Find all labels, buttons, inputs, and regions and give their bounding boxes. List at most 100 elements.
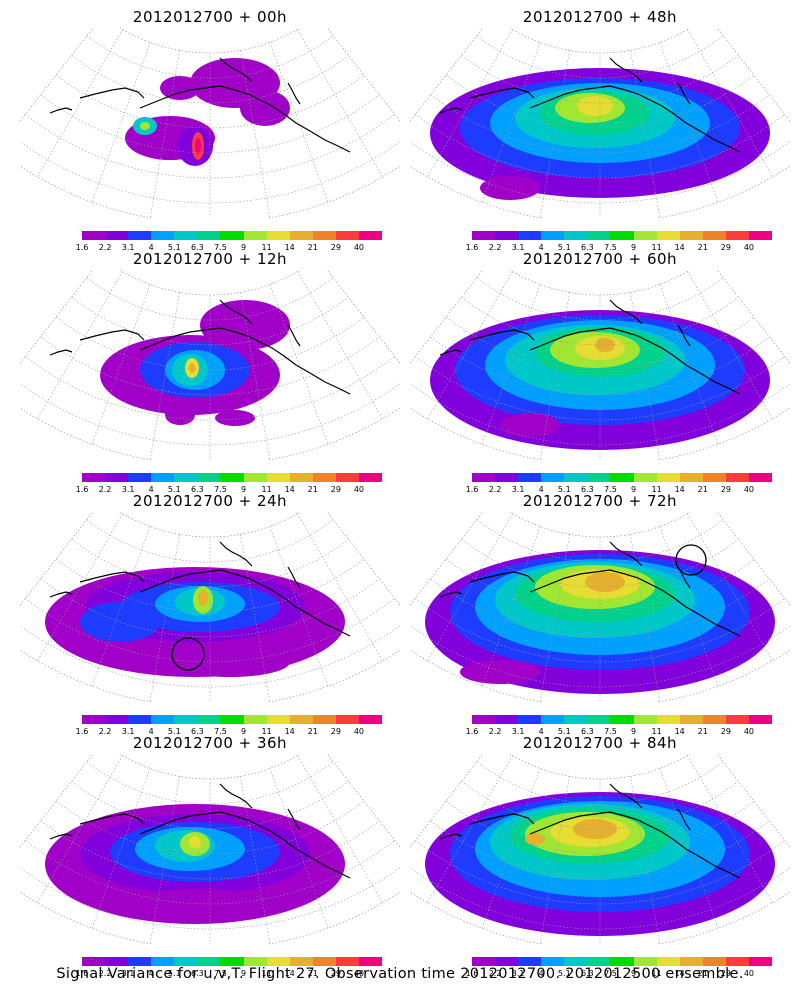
colorbar-label: 14 xyxy=(674,243,685,252)
longitude-line xyxy=(630,292,661,460)
colorbar-swatch xyxy=(289,715,313,724)
colorbar-label: 11 xyxy=(651,485,662,494)
variance-contour xyxy=(585,572,625,592)
colorbar-swatch xyxy=(82,231,106,240)
colorbar-label: 29 xyxy=(720,485,731,494)
colorbar-swatch xyxy=(472,957,496,966)
longitude-line xyxy=(539,50,570,218)
colorbar-label: 3.1 xyxy=(121,727,135,736)
colorbar-label: 4 xyxy=(148,243,154,252)
coastline xyxy=(287,566,301,589)
coastline xyxy=(219,541,253,567)
colorbar-label: 29 xyxy=(330,727,341,736)
longitude-line xyxy=(240,292,271,460)
colorbar-label: 40 xyxy=(353,485,365,494)
colorbar-swatch xyxy=(541,715,565,724)
latitude-line xyxy=(410,867,790,930)
latitude-line xyxy=(415,840,785,905)
colorbar xyxy=(472,715,773,724)
coastline xyxy=(49,349,73,356)
longitude-line xyxy=(427,755,513,903)
colorbar-swatch xyxy=(128,473,152,482)
longitude-line xyxy=(481,284,541,445)
longitude-line xyxy=(91,526,151,687)
longitude-line xyxy=(149,776,180,944)
colorbar-label: 6.3 xyxy=(581,243,594,252)
latitude-line xyxy=(40,336,380,396)
longitude-line xyxy=(91,42,151,203)
colorbar-label: 2.2 xyxy=(488,485,502,494)
panel-title: 2012012700 + 48h xyxy=(522,8,678,26)
colorbar-label: 14 xyxy=(674,727,685,736)
longitude-line xyxy=(37,271,123,419)
coastline xyxy=(49,833,73,840)
colorbar-label: 2.2 xyxy=(488,243,502,252)
colorbar-label: 3.1 xyxy=(121,485,135,494)
colorbar-swatch xyxy=(266,715,290,724)
colorbar-swatch xyxy=(128,231,152,240)
colorbar-swatch xyxy=(151,715,175,724)
longitude-line xyxy=(240,534,271,702)
colorbar-swatch xyxy=(564,231,588,240)
map-panel-00h: 2012012700 + 00h 1.6 2.2 3.1 4 5.1 6.3 7.5 9 11 1… xyxy=(20,8,400,252)
variance-contour xyxy=(189,363,195,373)
signal-variance-map xyxy=(20,270,400,460)
longitude-line xyxy=(539,292,570,460)
colorbar-label: 14 xyxy=(674,969,685,978)
colorbar-label: 40 xyxy=(353,969,365,978)
colorbar-labels: 1.6 2.2 3.1 4 5.1 6.3 7.5 9 11 14 21 29 40 xyxy=(466,969,772,979)
colorbar-swatch xyxy=(266,231,290,240)
colorbar-swatch xyxy=(633,957,657,966)
coastline xyxy=(287,808,301,831)
colorbar-label: 14 xyxy=(284,727,295,736)
colorbar-label: 40 xyxy=(743,243,755,252)
colorbar-label: 2.2 xyxy=(98,243,112,252)
colorbar-swatch xyxy=(220,231,244,240)
latitude-line xyxy=(86,277,334,321)
variance-contour xyxy=(525,833,545,845)
colorbar-swatch xyxy=(312,231,336,240)
variance-contour xyxy=(170,647,290,677)
map-border xyxy=(20,28,400,218)
colorbar xyxy=(82,231,383,240)
colorbar-swatch xyxy=(335,957,359,966)
colorbar-label: 1.6 xyxy=(465,969,479,978)
panel-title: 2012012700 + 00h xyxy=(132,8,288,26)
colorbar-swatch xyxy=(748,473,773,482)
colorbar-label: 21 xyxy=(697,727,708,736)
coastline xyxy=(49,591,73,598)
coastline xyxy=(219,783,253,809)
colorbar-swatch xyxy=(335,715,359,724)
coastline xyxy=(677,82,691,105)
colorbar-label: 1.6 xyxy=(465,243,479,252)
coastline xyxy=(139,569,351,637)
longitude-line xyxy=(481,768,541,929)
colorbar-label: 5.1 xyxy=(557,485,571,494)
colorbar-label: 29 xyxy=(720,969,731,978)
colorbar-swatch xyxy=(656,715,680,724)
colorbar-swatch xyxy=(679,231,703,240)
coastline xyxy=(287,324,301,347)
panel-title: 2012012700 + 72h xyxy=(522,492,678,510)
longitude-line xyxy=(297,29,383,177)
colorbar-label: 1.6 xyxy=(75,969,89,978)
colorbar-swatch xyxy=(541,231,565,240)
latitude-line xyxy=(40,578,380,638)
coastline xyxy=(609,57,643,83)
colorbar-label: 5.1 xyxy=(167,243,181,252)
longitude-line xyxy=(149,292,180,460)
colorbar-label: 4 xyxy=(538,485,544,494)
colorbar-swatch xyxy=(289,473,313,482)
colorbar-swatch xyxy=(679,957,703,966)
coastline xyxy=(529,327,741,395)
panel-title: 2012012700 + 60h xyxy=(522,250,678,268)
variance-contour xyxy=(140,122,150,130)
colorbar-label: 9 xyxy=(630,969,637,978)
coastline xyxy=(609,541,643,567)
colorbar-label: 6.3 xyxy=(191,485,204,494)
coastline xyxy=(79,813,145,825)
colorbar-label: 6.3 xyxy=(581,485,594,494)
colorbar-label: 21 xyxy=(307,485,318,494)
colorbar-swatch xyxy=(748,957,773,966)
colorbar-label: 6.3 xyxy=(191,727,204,736)
